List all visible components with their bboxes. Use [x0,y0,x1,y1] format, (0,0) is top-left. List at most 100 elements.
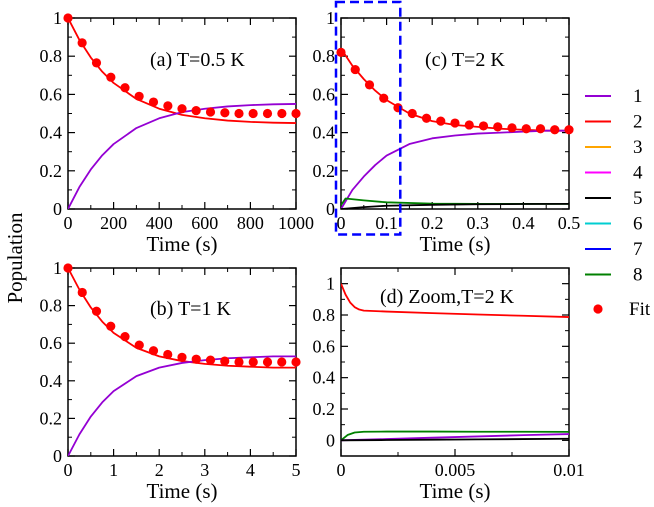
x-tick-label: 5 [292,460,301,480]
series-line-1 [341,129,569,209]
x-tick-label: 0 [64,460,73,480]
fit-marker [464,120,474,130]
x-tick-label: 0.2 [421,213,444,233]
panel-label-a: (a) T=0.5 K [150,49,245,71]
fit-marker [564,125,574,135]
y-tick-label: 0.8 [40,296,63,316]
fit-marker [134,340,144,350]
legend-label-fit: Fit [629,299,651,320]
x-tick-label: 0.5 [558,213,581,233]
x-axis-label: Time (s) [420,479,491,503]
y-tick-label: 1 [53,8,62,28]
y-axis-label: Population [3,212,27,304]
y-tick-label: 0.2 [313,161,336,181]
fit-marker [450,118,460,128]
fit-marker [205,107,216,117]
fit-marker [262,108,273,119]
panel-label-d: (d) Zoom,T=2 K [380,286,515,308]
series-line-1 [68,103,296,209]
fit-marker [248,357,258,367]
panel-b: 0 1 2 3 4 5 0 0.2 0.4 0.6 0.8 1 Time (s) (b) T=1 K [40,258,301,503]
y-tick-label: 1 [326,8,335,28]
fit-marker [277,108,287,119]
fit-marker [134,91,144,101]
x-tick-label: 800 [237,213,264,233]
x-tick-label: 0 [337,460,346,480]
fit-marker [163,349,173,360]
legend-label-5: 5 [633,188,643,209]
fit-marker [493,122,503,132]
fit-marker [91,306,102,316]
series-line-2 [341,283,569,318]
series-group-a [68,18,296,209]
series-line-2 [68,18,296,124]
fit-marker [205,355,216,365]
fit-marker [220,108,230,118]
fit-marker [234,357,244,367]
fit-marker [291,357,301,367]
series-group-c [341,48,569,209]
legend-label-8: 8 [633,265,643,286]
fit-marker [191,106,201,116]
y-tick-label: 0.4 [40,123,63,143]
y-tick-label: 0.4 [40,371,63,391]
y-tick-label: 0.6 [313,84,336,104]
y-tick-label: 0.2 [40,161,63,181]
fit-marker [421,113,432,123]
y-tick-label: 0.6 [40,84,63,104]
fit-marker [379,93,389,103]
y-tick-label: 0.8 [313,305,336,325]
plot-frame-b [67,267,297,457]
x-axis-label: Time (s) [147,232,218,256]
legend: 1 2 3 4 5 6 7 8 Fit [585,86,651,320]
y-tick-label: 0.4 [313,123,336,143]
x-tick-label: 1 [109,460,118,480]
y-tick-label: 1 [326,274,335,294]
y-tick-label: 0.6 [313,336,336,356]
x-tick-label: 600 [191,213,218,233]
y-tick-label: 0.6 [40,333,63,353]
fit-marker [77,287,87,298]
fit-marker [407,108,417,119]
fit-marker [177,352,187,362]
series-group-b [68,268,296,456]
fit-marker [163,101,173,111]
series-line-2 [68,268,296,369]
x-axis-label: Time (s) [147,479,218,503]
fit-marker [364,80,375,90]
fit-marker [507,123,517,133]
fit-marker [63,263,73,273]
y-tick-label: 0 [326,199,335,219]
zoom-box [334,0,402,236]
panel-label-c: (c) T=2 K [425,49,505,71]
fit-marker [77,38,87,48]
fit-marker [336,47,346,57]
fit-marker [521,124,531,134]
fit-marker [120,83,130,93]
y-tick-label: 1 [53,258,62,278]
legend-label-7: 7 [633,239,643,260]
fit-marker [478,121,489,131]
y-tick-label: 0.2 [313,399,336,419]
x-tick-label: 2 [155,460,164,480]
y-tick-label: 0 [53,199,62,219]
fit-marker [535,124,546,134]
x-tick-label: 1000 [278,213,314,233]
plot-frame-a [67,17,297,210]
series-line-8 [341,430,569,442]
y-tick-label: 0.8 [40,46,63,66]
panel-a: 0 200 400 600 800 1000 0 0.2 0.4 0.6 0.8 1 Time (s) (… [40,8,315,256]
fit-marker [120,332,130,342]
x-tick-label: 0.4 [512,213,535,233]
x-tick-label: 400 [146,213,173,233]
fit-marker [220,356,230,366]
y-tick-label: 0.8 [313,46,336,66]
fit-marker [277,357,287,367]
fit-marker [106,321,116,331]
x-tick-label: 0.1 [375,213,398,233]
fit-marker [234,108,244,119]
legend-label-2: 2 [633,112,643,133]
x-tick-label: 0 [337,213,346,233]
y-tick-label: 0 [326,430,335,450]
fit-marker [63,13,73,23]
